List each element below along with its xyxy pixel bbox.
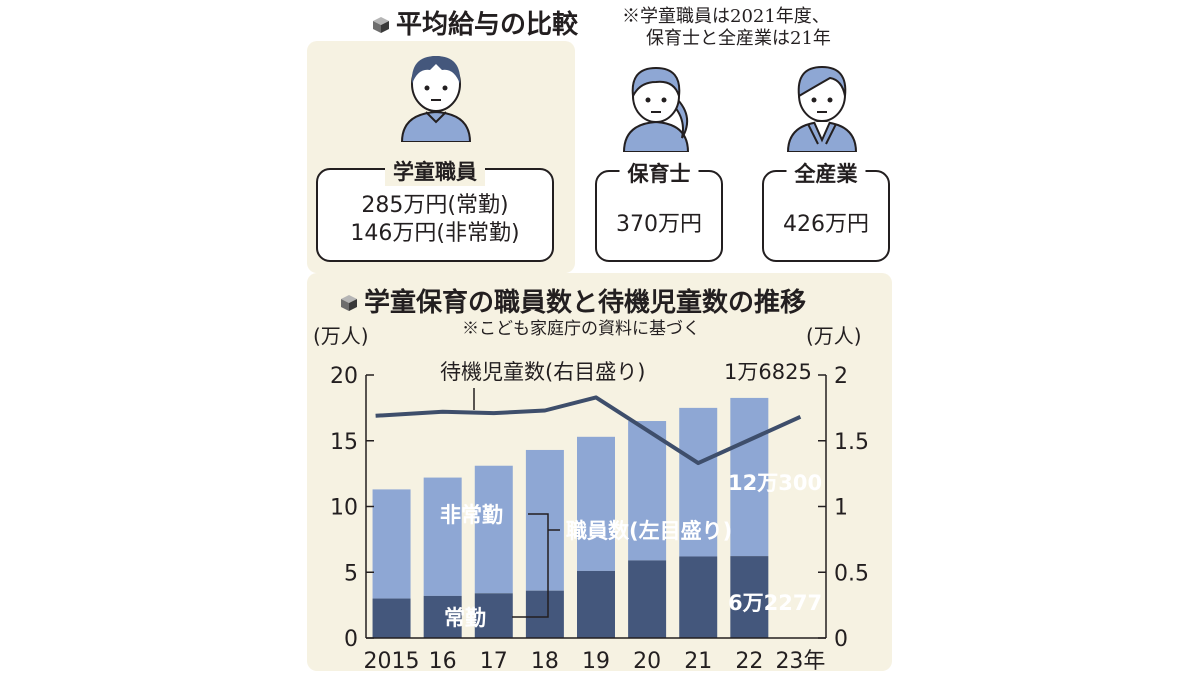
bar-parttime <box>525 449 564 591</box>
gakudo-salary-fulltime: 285万円(常勤) <box>361 193 509 218</box>
bar-fulltime <box>730 556 769 638</box>
left-tick-label: 0 <box>344 627 358 652</box>
bar-parttime <box>577 436 615 571</box>
bar-fulltime <box>372 598 411 638</box>
bar-fulltime <box>628 560 667 638</box>
fulltime-staff-value: 6万2277 <box>728 591 822 615</box>
x-tick-label: 21 <box>684 649 712 674</box>
gakudo-salary-box: 学童職員 285万円(常勤) 146万円(非常勤) <box>316 156 554 262</box>
bar-parttime <box>423 477 462 596</box>
bar-parttime <box>372 489 411 599</box>
all-industry-salary-label: 全産業 <box>786 158 866 188</box>
bar-fulltime <box>423 595 462 638</box>
bar-parttime <box>730 397 769 557</box>
chart-source-note: ※こども家庭庁の資料に基づく <box>462 319 700 339</box>
staff-count-label: 職員数(左目盛り) <box>566 519 732 543</box>
total-staff-value: 12万300 <box>728 471 822 495</box>
left-axis-unit: (万人) <box>313 324 369 348</box>
x-tick-label: 22 <box>735 649 763 674</box>
left-tick-label: 10 <box>330 496 358 521</box>
x-tick-label: 18 <box>531 649 559 674</box>
waiting-children-value: 1万6825 <box>724 360 812 384</box>
x-tick-label: 23年 <box>775 649 825 674</box>
right-tick-label: 0.5 <box>834 561 869 586</box>
all-industry-salary-value: 426万円 <box>783 212 869 237</box>
female-staff-avatar-icon <box>622 66 690 152</box>
annotation-layer: 待機児童数(右目盛り) 1万6825 12万300 6万2277 非常勤 常勤 … <box>440 360 822 630</box>
salary-comparison-title: 平均給与の比較 <box>372 4 578 41</box>
x-tick-label: 16 <box>429 649 457 674</box>
x-tick-label: 2015 <box>364 649 420 674</box>
office-worker-avatar-icon <box>786 65 858 152</box>
right-tick-label: 0 <box>834 627 848 652</box>
gakudo-salary-parttime: 146万円(非常勤) <box>350 221 520 246</box>
left-tick-label: 15 <box>330 430 358 455</box>
salary-comparison-title-text: 平均給与の比較 <box>396 10 579 40</box>
x-tick-label: 19 <box>582 649 610 674</box>
line-layer <box>375 395 802 466</box>
axes-layer: 0 5 10 15 20 0 0.5 1 1.5 2 2015 16 17 18 19 20 21 22 23年 <box>330 364 869 674</box>
x-tick-label: 20 <box>633 649 661 674</box>
chart-title: 学童保育の職員数と待機児童数の推移 <box>340 282 806 319</box>
right-tick-label: 1.5 <box>834 430 869 455</box>
bar-fulltime <box>577 570 615 638</box>
chart-title-text: 学童保育の職員数と待機児童数の推移 <box>364 288 807 318</box>
salary-note-line1: ※学童職員は2021年度、 <box>622 6 830 27</box>
right-tick-label: 1 <box>834 496 848 521</box>
bar-parttime <box>628 421 667 561</box>
hoiku-salary-box: 保育士 370万円 <box>595 158 723 262</box>
cube-bullet-icon <box>341 295 357 311</box>
bar-fulltime <box>474 593 513 638</box>
salary-note-line2: 保育士と全産業は21年 <box>646 28 831 49</box>
bar-fulltime <box>679 556 718 638</box>
waiting-children-label: 待機児童数(右目盛り) <box>440 360 645 384</box>
fulltime-series-label: 常勤 <box>444 606 486 630</box>
bar-parttime <box>679 407 718 557</box>
salary-note: ※学童職員は2021年度、 保育士と全産業は21年 <box>622 6 831 50</box>
left-tick-label: 20 <box>330 364 358 389</box>
right-tick-label: 2 <box>834 364 848 389</box>
bar-parttime <box>474 465 513 594</box>
parttime-series-label: 非常勤 <box>440 503 503 527</box>
hoiku-salary-label: 保育士 <box>619 158 699 188</box>
staff-bracket-line <box>512 513 560 618</box>
hoiku-salary-value: 370万円 <box>616 212 702 237</box>
bars-layer <box>372 397 769 638</box>
waiting-children-line <box>375 395 802 466</box>
left-tick-label: 5 <box>344 561 358 586</box>
gakudo-salary-label: 学童職員 <box>385 156 485 186</box>
x-tick-label: 17 <box>480 649 508 674</box>
cube-bullet-icon <box>373 17 389 33</box>
bar-fulltime <box>525 590 564 638</box>
male-staff-avatar-icon <box>400 56 472 142</box>
right-axis-unit: (万人) <box>806 324 862 348</box>
all-industry-salary-box: 全産業 426万円 <box>762 158 890 262</box>
